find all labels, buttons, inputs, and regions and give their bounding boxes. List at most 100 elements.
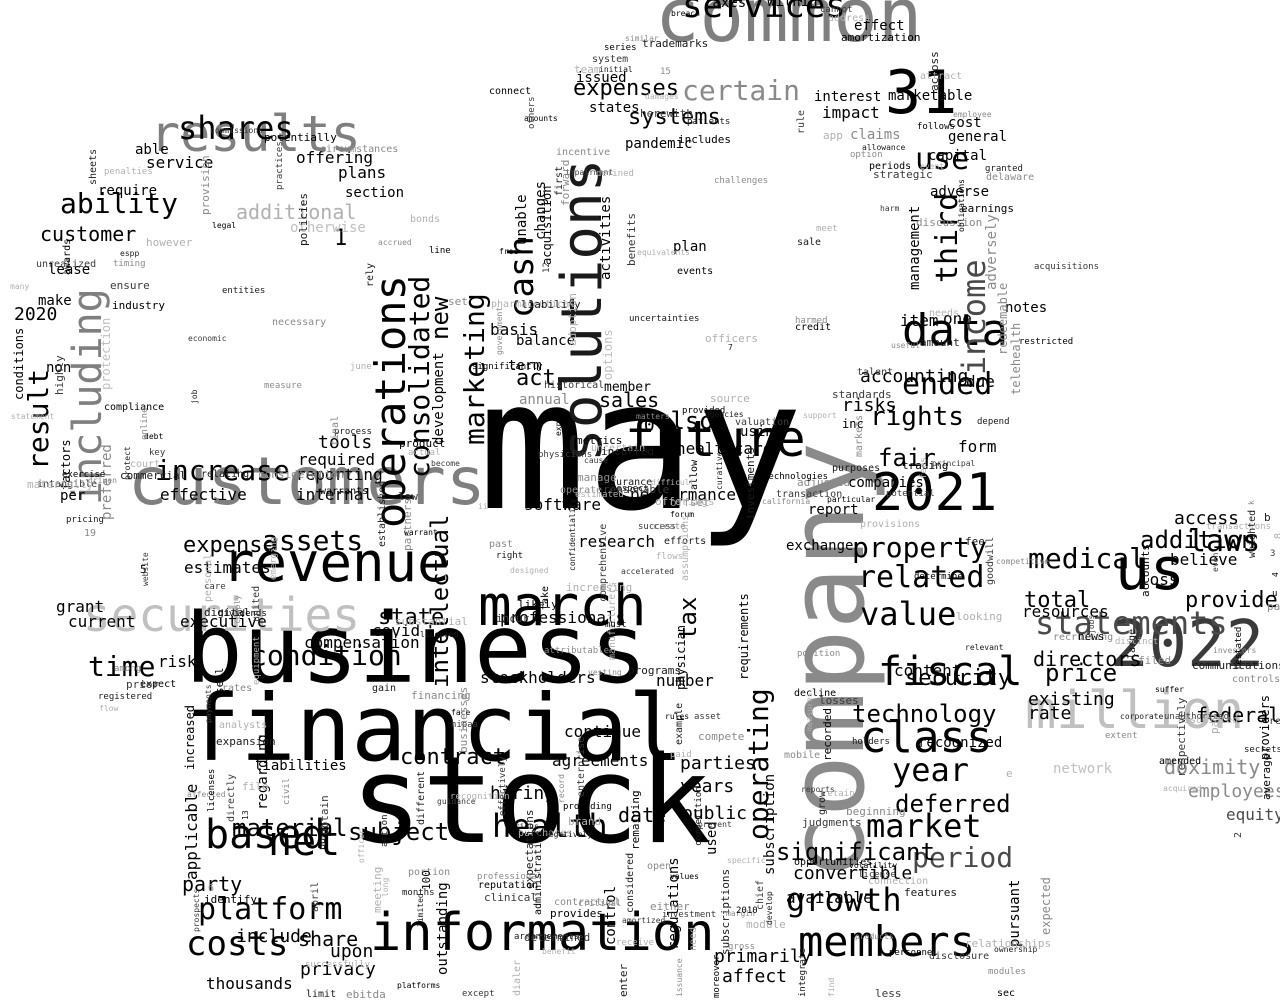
cloud-word-small: matters bbox=[636, 412, 670, 422]
cloud-word: internal bbox=[296, 484, 374, 504]
cloud-word-small: gross bbox=[728, 941, 756, 952]
cloud-word-small: portion bbox=[408, 866, 451, 878]
cloud-word-small: grow bbox=[817, 790, 828, 815]
cloud-word-small: obligations bbox=[957, 179, 966, 232]
cloud-word: effect bbox=[854, 17, 905, 34]
cloud-word-small: unauthorized bbox=[1164, 711, 1230, 722]
cloud-word-small: reports bbox=[801, 785, 835, 795]
cloud-word: class bbox=[860, 711, 993, 763]
cloud-word-small: create bbox=[653, 521, 686, 532]
cloud-word: requirements bbox=[737, 593, 751, 680]
cloud-word-small: rules bbox=[665, 712, 690, 722]
cloud-word: affect bbox=[722, 966, 788, 988]
cloud-word: state bbox=[378, 604, 445, 630]
cloud-word-small: dividends bbox=[218, 608, 267, 619]
cloud-word: include bbox=[236, 926, 312, 948]
cloud-word-small: challenges bbox=[714, 175, 769, 186]
cloud-word-small: likely bbox=[518, 597, 558, 611]
cloud-word: required bbox=[298, 449, 376, 469]
cloud-word-small: associated bbox=[1178, 714, 1239, 726]
cloud-word-small: equipment bbox=[252, 636, 262, 685]
cloud-word-small: circumstances bbox=[320, 143, 399, 155]
cloud-word-small: allowance bbox=[862, 143, 906, 153]
cloud-word-small: k bbox=[1247, 500, 1256, 505]
cloud-word: conditions bbox=[12, 327, 26, 400]
cloud-word-small: various bbox=[505, 822, 539, 832]
cloud-word-small: option bbox=[850, 149, 883, 160]
cloud-word-small: however bbox=[146, 235, 193, 249]
cloud-word: public bbox=[682, 803, 748, 825]
cloud-word: rights bbox=[870, 401, 964, 432]
cloud-word-small: potentially bbox=[264, 130, 337, 144]
cloud-word: general bbox=[948, 128, 1008, 145]
cloud-word-small: trademarks bbox=[642, 36, 709, 50]
cloud-word-small: 15 bbox=[660, 66, 671, 77]
cloud-word-small: vesting bbox=[588, 668, 622, 678]
cloud-word-small: legal bbox=[212, 221, 237, 231]
cloud-word: platform bbox=[198, 892, 343, 928]
cloud-word-small: events bbox=[677, 265, 714, 277]
cloud-word-small: needs bbox=[929, 307, 960, 319]
cloud-word: adversely bbox=[984, 214, 1000, 290]
cloud-word-small: open bbox=[647, 860, 672, 872]
cloud-word-small: similar bbox=[625, 34, 659, 44]
cloud-word-small: limited bbox=[416, 893, 425, 927]
cloud-word-small: sheets bbox=[88, 148, 99, 185]
cloud-word-small: initial bbox=[599, 65, 633, 75]
cloud-word: telehealth bbox=[1009, 322, 1023, 395]
cloud-word: upon bbox=[330, 941, 374, 963]
cloud-word: information bbox=[370, 903, 715, 964]
cloud-word: also bbox=[656, 407, 714, 436]
cloud-word-small: respectively bbox=[1175, 697, 1188, 777]
cloud-word-small: respect bbox=[611, 483, 649, 494]
cloud-word-small: metrics bbox=[576, 433, 623, 447]
cloud-word-small: filed bbox=[1138, 653, 1172, 667]
cloud-word-small: free bbox=[499, 247, 519, 257]
cloud-word-small: sell bbox=[213, 667, 226, 695]
cloud-word-small: granted bbox=[985, 163, 1023, 174]
cloud-word-small: economic bbox=[188, 334, 227, 344]
cloud-word: cost bbox=[948, 114, 982, 131]
cloud-word-small: connect bbox=[489, 85, 532, 97]
cloud-word: future bbox=[625, 410, 806, 468]
cloud-word-small: uncertainties bbox=[629, 313, 700, 324]
cloud-word-small: connection bbox=[868, 875, 929, 887]
cloud-word-small: exercise bbox=[62, 469, 106, 480]
cloud-word: security bbox=[905, 665, 1011, 691]
cloud-word-small: valuation bbox=[735, 416, 790, 428]
cloud-word: available bbox=[786, 887, 873, 907]
cloud-word: us bbox=[1115, 535, 1185, 604]
cloud-word: revenue bbox=[222, 530, 450, 594]
cloud-word-small: news bbox=[1078, 629, 1105, 643]
cloud-word-small: civil bbox=[282, 777, 292, 805]
cloud-word-small: herewith bbox=[640, 106, 693, 120]
cloud-word: accounting bbox=[860, 366, 969, 388]
cloud-word-small: damages bbox=[645, 92, 679, 102]
cloud-word-small: accounts bbox=[1139, 544, 1152, 597]
cloud-word-small: disclosure bbox=[929, 950, 990, 962]
cloud-word-small: decline bbox=[794, 687, 837, 699]
cloud-word: 2022 bbox=[1110, 607, 1265, 682]
cloud-word: provide bbox=[1185, 587, 1278, 613]
cloud-word-small: clinical bbox=[484, 890, 537, 904]
cloud-word-small: includes bbox=[678, 132, 731, 146]
cloud-word-small: must bbox=[605, 619, 627, 630]
cloud-word: year bbox=[892, 750, 970, 789]
cloud-word-small: acquired bbox=[1163, 784, 1202, 794]
cloud-word-small: purchases bbox=[518, 827, 573, 839]
cloud-word-small: warrants bbox=[320, 485, 369, 497]
cloud-word-small: dialer bbox=[512, 959, 523, 996]
cloud-word-small: impairment bbox=[565, 168, 614, 178]
cloud-word: report bbox=[808, 501, 859, 518]
cloud-word: 31 bbox=[885, 57, 958, 128]
cloud-word-small: potential bbox=[886, 488, 935, 499]
cloud-word: impact bbox=[822, 102, 880, 122]
cloud-word-small: sec bbox=[997, 987, 1016, 999]
cloud-word-small: need bbox=[688, 926, 699, 951]
cloud-word-small: 13 bbox=[241, 810, 250, 820]
cloud-word-small: job bbox=[190, 389, 199, 404]
cloud-word-small: opportunities bbox=[794, 856, 873, 868]
cloud-word-small: employee bbox=[953, 110, 992, 120]
cloud-word: data bbox=[902, 304, 1008, 356]
cloud-word-small: officer bbox=[357, 829, 366, 863]
